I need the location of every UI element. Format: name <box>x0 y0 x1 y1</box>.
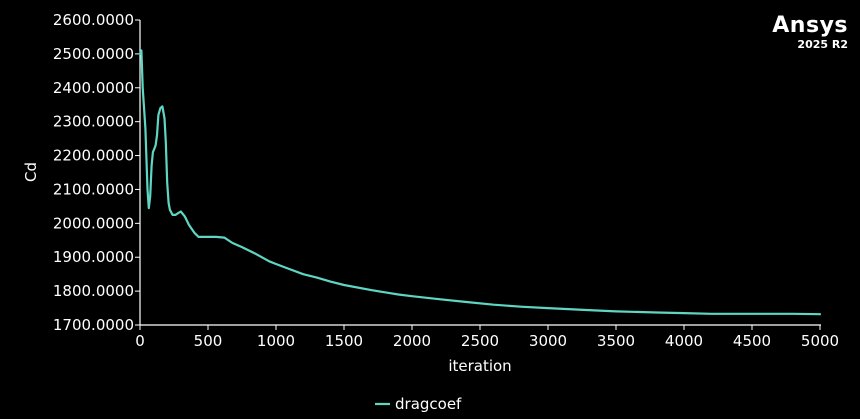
y-tick-label: 1900.0000 <box>53 248 134 266</box>
brand-logo: Ansys 2025 R2 <box>772 13 848 52</box>
y-tick-label: 2300.0000 <box>53 113 134 131</box>
x-tick-label: 3500 <box>597 332 635 350</box>
series-line-dragcoef <box>138 49 822 316</box>
x-tick-label: 0 <box>135 332 145 350</box>
x-tick-label: 4500 <box>733 332 771 350</box>
x-tick-label: 4000 <box>665 332 703 350</box>
x-tick-label: 1500 <box>325 332 363 350</box>
legend-label-dragcoef: dragcoef <box>395 395 462 413</box>
y-tick-label: 1700.0000 <box>53 316 134 334</box>
brand-version: 2025 R2 <box>797 38 848 51</box>
brand-name: Ansys <box>772 13 848 38</box>
y-tick-label: 2000.0000 <box>53 214 134 232</box>
legend[interactable]: dragcoef <box>375 395 462 413</box>
x-tick-label: 1000 <box>257 332 295 350</box>
x-axis-ticks: 0 500 1000 1500 2000 2500 3000 3500 4000 4500 5000 <box>135 325 839 350</box>
series-layer <box>138 49 822 316</box>
x-tick-label: 500 <box>194 332 223 350</box>
y-tick-label: 2200.0000 <box>53 147 134 165</box>
y-tick-label: 2500.0000 <box>53 45 134 63</box>
x-tick-label: 2000 <box>393 332 431 350</box>
x-tick-label: 2500 <box>461 332 499 350</box>
y-tick-label: 2400.0000 <box>53 79 134 97</box>
x-axis-label: iteration <box>448 357 511 375</box>
x-tick-label: 5000 <box>801 332 839 350</box>
x-tick-label: 3000 <box>529 332 567 350</box>
y-tick-label: 2100.0000 <box>53 180 134 198</box>
y-tick-label: 2600.0000 <box>53 11 134 29</box>
y-tick-label: 1800.0000 <box>53 282 134 300</box>
y-axis-ticks: 1700.0000 1800.0000 1900.0000 2000.0000 2100… <box>53 11 140 334</box>
y-axis-label: Cd <box>22 162 40 182</box>
